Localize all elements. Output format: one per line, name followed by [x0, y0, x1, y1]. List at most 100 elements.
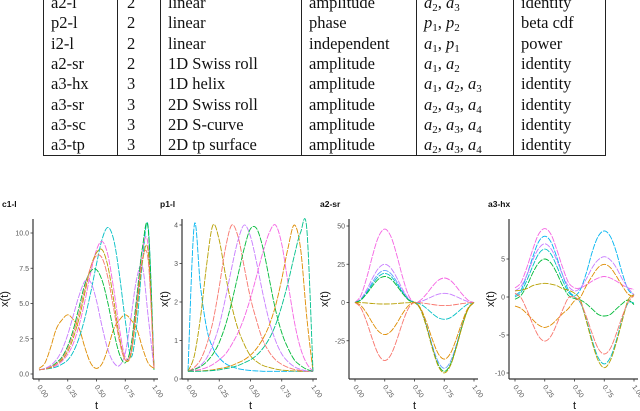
series-line — [187, 222, 313, 372]
x-tick-label: 0.00 — [184, 384, 198, 399]
x-tick-label: 0.75 — [601, 384, 615, 399]
cell-name: a3-hx — [43, 74, 118, 95]
cell-transform: identity — [513, 53, 606, 75]
x-axis-label: t — [249, 400, 252, 411]
param-symbol: a1 — [424, 74, 438, 96]
x-tick-label: 1.00 — [630, 384, 640, 399]
chart-c1-l: c1-l 0.0 2.5 5.0 7.5 10.0 0.00 0.25 0.50 0.75 1.00… — [0, 199, 164, 411]
cell-params: a2, a3 — [416, 0, 514, 15]
cell-params: a2, a3, a4 — [416, 114, 514, 136]
chart-title: p1-l — [160, 199, 175, 209]
series-line — [514, 258, 635, 317]
series-line — [38, 222, 155, 371]
cell-manifold: linear — [160, 33, 302, 54]
x-tick-label: 0.50 — [411, 384, 425, 399]
series-line — [354, 263, 475, 304]
param-symbol: a2 — [446, 54, 460, 76]
cell-dim: 3 — [117, 135, 161, 157]
series-line — [514, 282, 635, 369]
table-row: a2-sr 2 1D Swiss roll amplitude a1, a2 identi… — [43, 53, 606, 76]
cell-name: a2-sr — [43, 53, 118, 75]
cell-dim: 3 — [117, 74, 161, 95]
cell-transform: identity — [513, 0, 606, 14]
chart-a3-hx: a3-hx -10 -5 0 5 0.00 0.25 0.50 0.75 1.00 t x(t) — [485, 199, 640, 411]
cell-manifold: 2D tp surface — [160, 135, 302, 157]
y-tick-label: 2 — [174, 300, 178, 307]
series-line — [38, 264, 155, 371]
cell-manifold: 2D Swiss roll — [160, 94, 302, 115]
param-symbol: a2 — [446, 74, 460, 96]
param-symbol: a2 — [424, 0, 438, 15]
series-line — [187, 223, 313, 372]
y-tick-label: 1 — [174, 338, 178, 345]
cell-name: i2-l — [43, 33, 118, 54]
cell-type: phase — [301, 13, 417, 34]
y-tick-label: 50 — [337, 224, 345, 231]
cell-name: a3-tp — [43, 135, 118, 157]
x-tick-label: 0.25 — [64, 384, 78, 399]
param-symbol: a3 — [446, 114, 460, 136]
y-tick-label: 25 — [337, 262, 345, 269]
param-symbol: a1 — [424, 54, 438, 76]
chart-title: a2-sr — [320, 199, 341, 209]
series-line — [188, 218, 314, 372]
series-line — [514, 292, 635, 355]
y-axis-label: x(t) — [485, 291, 497, 307]
x-axis-label: t — [413, 400, 416, 411]
param-symbol: a4 — [468, 135, 482, 157]
y-axis-label: x(t) — [159, 291, 171, 307]
y-tick-label: 7.5 — [19, 266, 29, 273]
series-line — [354, 276, 475, 372]
y-tick-label: 5 — [501, 257, 505, 264]
x-tick-label: 0.00 — [351, 384, 365, 399]
y-tick-label: 0 — [341, 300, 345, 307]
param-symbol: a2 — [424, 114, 438, 136]
cell-dim: 3 — [117, 114, 161, 136]
series-line — [354, 272, 475, 320]
y-tick-label: 4 — [174, 223, 178, 230]
series-line — [38, 244, 155, 371]
param-symbol: a3 — [446, 135, 460, 157]
param-symbol: a4 — [468, 94, 482, 116]
series-line — [514, 228, 635, 290]
x-tick-label: 1.00 — [309, 384, 323, 399]
cell-name: a2-l — [43, 0, 118, 14]
x-tick-label: 1.00 — [150, 384, 164, 399]
series-line — [354, 301, 475, 362]
cell-type: amplitude — [301, 114, 417, 136]
table-row: i2-l 2 linear independent a1, p1 power — [43, 33, 606, 54]
table-row: a3-hx 3 1D helix amplitude a1, a2, a3 identit… — [43, 74, 606, 96]
cell-manifold: 1D Swiss roll — [160, 53, 302, 75]
param-symbol: a3 — [468, 74, 482, 96]
x-tick-label: 0.75 — [122, 384, 136, 399]
chart-title: a3-hx — [488, 199, 510, 209]
cell-type: amplitude — [301, 53, 417, 75]
chart-a2-sr: a2-sr -25 0 25 50 0.00 0.25 0.50 0.75 1.00 t x(t) — [319, 199, 484, 411]
cell-manifold: 1D helix — [160, 74, 302, 95]
y-tick-label: -25 — [335, 338, 345, 345]
series-line — [187, 225, 314, 372]
y-tick-label: 0.0 — [19, 372, 29, 379]
x-tick-label: 0.50 — [571, 384, 585, 399]
cell-params: a1, p1 — [416, 33, 514, 54]
y-tick-label: -10 — [495, 371, 505, 378]
param-symbol: a3 — [446, 0, 460, 15]
y-tick-label: 2.5 — [19, 336, 29, 343]
cell-params: p1, p2 — [416, 13, 514, 35]
table-row: a2-l 2 linear amplitude a2, a3 identity — [43, 0, 606, 15]
cell-type: amplitude — [301, 74, 417, 95]
cell-type: amplitude — [301, 135, 417, 157]
series-line — [514, 230, 635, 296]
param-symbol: p2 — [446, 13, 460, 35]
y-axis-label: x(t) — [319, 291, 331, 307]
cell-params: a2, a3, a4 — [416, 94, 514, 116]
series-line — [354, 301, 475, 360]
cell-transform: beta cdf — [513, 13, 606, 34]
y-tick-label: 5.0 — [19, 301, 29, 308]
y-tick-label: -5 — [499, 333, 505, 340]
y-tick-label: 0 — [174, 377, 178, 384]
x-tick-label: 1.00 — [470, 384, 484, 399]
cell-params: a1, a2 — [416, 53, 514, 76]
series-line — [187, 224, 314, 372]
